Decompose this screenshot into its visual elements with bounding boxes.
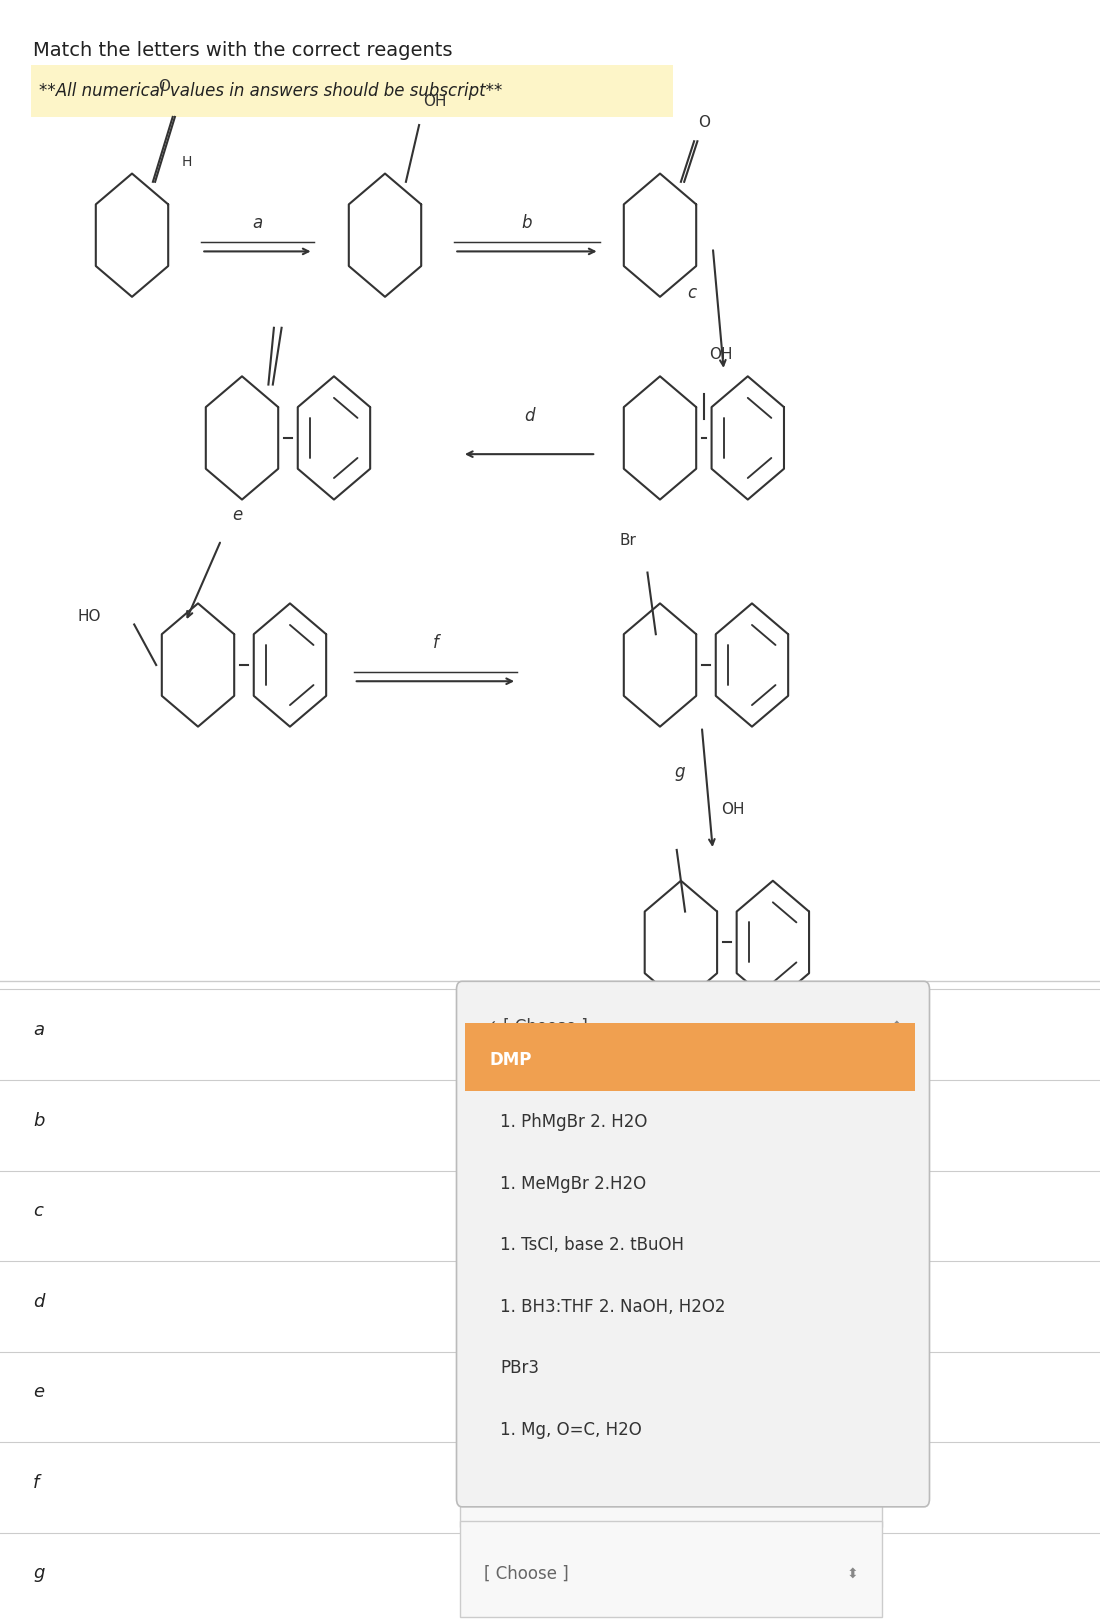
Text: OH: OH [710, 347, 733, 362]
FancyBboxPatch shape [465, 1023, 915, 1092]
Text: **All numerical values in answers should be subscript**: **All numerical values in answers should… [39, 81, 502, 101]
Text: [ Choose ]: [ Choose ] [484, 1293, 569, 1311]
Text: g: g [674, 762, 685, 782]
Text: 1. PhMgBr 2. H2O: 1. PhMgBr 2. H2O [500, 1113, 648, 1131]
Text: f: f [33, 1474, 40, 1492]
Text: Match the letters with the correct reagents: Match the letters with the correct reage… [33, 41, 452, 60]
Text: 1. BH3:THF 2. NaOH, H2O2: 1. BH3:THF 2. NaOH, H2O2 [500, 1298, 726, 1315]
FancyBboxPatch shape [460, 1249, 882, 1346]
Text: ✓ [ Choose ]: ✓ [ Choose ] [484, 1017, 587, 1035]
Text: PBr3: PBr3 [500, 1359, 539, 1377]
Text: O: O [158, 79, 169, 94]
Text: ⬍: ⬍ [847, 1476, 858, 1489]
Text: e: e [232, 506, 242, 524]
Text: a: a [33, 1020, 44, 1040]
Text: ⬍: ⬍ [891, 1019, 902, 1033]
Text: e: e [33, 1384, 44, 1401]
FancyBboxPatch shape [456, 981, 930, 1507]
Text: [ Choose ]: [ Choose ] [484, 1384, 569, 1401]
FancyBboxPatch shape [460, 1249, 882, 1346]
Text: d: d [524, 407, 535, 425]
Text: 1. Mg, O=C, H2O: 1. Mg, O=C, H2O [500, 1421, 642, 1439]
Text: b: b [521, 214, 532, 232]
Text: f: f [432, 634, 438, 652]
Text: ⬍: ⬍ [847, 1294, 858, 1309]
Text: c: c [688, 284, 696, 302]
FancyBboxPatch shape [460, 1340, 882, 1435]
FancyBboxPatch shape [460, 1431, 882, 1526]
Text: O: O [698, 115, 711, 130]
Text: HO: HO [78, 608, 101, 624]
Text: 1. TsCl, base 2. tBuOH: 1. TsCl, base 2. tBuOH [500, 1236, 684, 1254]
Text: b: b [33, 1111, 44, 1129]
Text: ⬍: ⬍ [847, 1567, 858, 1580]
Text: ⬍: ⬍ [847, 1385, 858, 1400]
Text: [ Choose ]: [ Choose ] [484, 1474, 569, 1492]
Text: ⬍: ⬍ [847, 1294, 858, 1309]
Text: g: g [33, 1564, 44, 1583]
Text: Br: Br [619, 534, 637, 548]
Text: OH: OH [424, 94, 447, 109]
FancyBboxPatch shape [31, 65, 673, 117]
Text: H: H [182, 156, 191, 169]
Text: DMP: DMP [490, 1051, 532, 1069]
FancyBboxPatch shape [460, 1521, 882, 1617]
Text: c: c [33, 1202, 43, 1220]
Text: OH: OH [720, 803, 745, 817]
Text: [ Choose ]: [ Choose ] [484, 1293, 569, 1311]
Text: d: d [33, 1293, 44, 1311]
Text: [ Choose ]: [ Choose ] [484, 1564, 569, 1583]
Text: a: a [252, 214, 263, 232]
Text: 1. MeMgBr 2.H2O: 1. MeMgBr 2.H2O [500, 1174, 647, 1192]
